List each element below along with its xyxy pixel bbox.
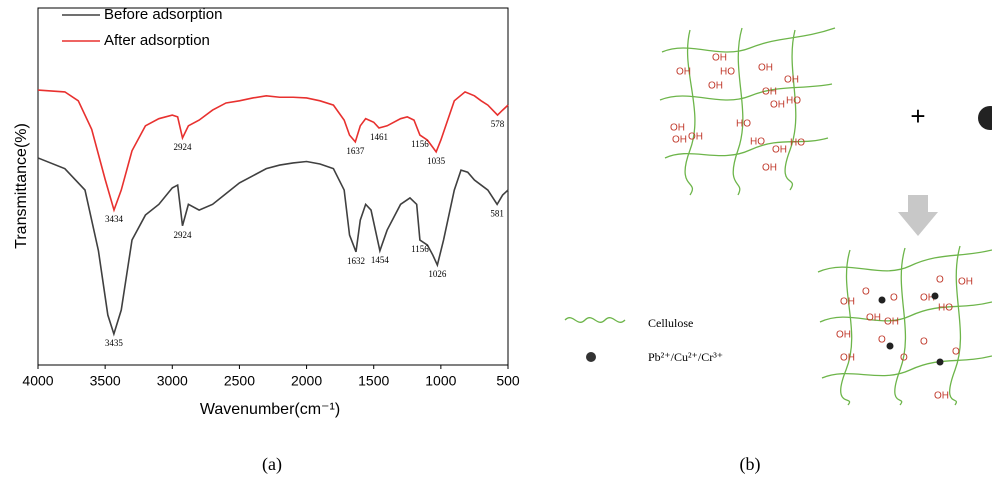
- series-line: [37, 89, 509, 213]
- x-axis-label: Wavenumber(cm⁻¹): [200, 401, 340, 418]
- functional-group: O: [890, 293, 898, 304]
- arrow: [898, 195, 938, 236]
- functional-group: OH: [866, 313, 881, 324]
- functional-group: OH: [836, 330, 851, 341]
- peak-label: 2924: [173, 142, 192, 152]
- peak-label: 578: [491, 119, 505, 129]
- y-axis-label: Transmittance(%): [13, 123, 30, 249]
- functional-group: O: [920, 337, 928, 348]
- functional-group: HO: [786, 96, 801, 107]
- x-tick-label: 2500: [224, 373, 255, 389]
- x-tick-label: 3000: [157, 373, 188, 389]
- functional-group: HO: [750, 137, 765, 148]
- peak-label: 3434: [105, 214, 124, 224]
- metal-ion: [978, 106, 992, 130]
- cellulose-chain: [840, 249, 853, 406]
- functional-group: OH: [712, 53, 727, 64]
- peak-label: 1156: [411, 139, 429, 149]
- cellulose-chain: [819, 301, 992, 323]
- peak-label: 1026: [428, 269, 447, 279]
- cellulose-chain: [659, 83, 833, 101]
- peak-label: 1035: [427, 156, 446, 166]
- functional-group: OH: [762, 87, 777, 98]
- functional-group: OH: [920, 293, 935, 304]
- functional-group: OH: [884, 317, 899, 328]
- functional-group: OH: [772, 145, 787, 156]
- plus: +: [910, 101, 925, 131]
- peak-label: 1156: [411, 244, 429, 254]
- x-tick-label: 3500: [90, 373, 121, 389]
- cellulose-chain: [817, 249, 992, 273]
- panel-label: (b): [740, 454, 761, 475]
- functional-group: OH: [676, 67, 691, 78]
- functional-group: HO: [736, 119, 751, 130]
- bound-ion: [878, 296, 886, 304]
- functional-group: O: [900, 353, 908, 364]
- cellulose-chain: [684, 29, 696, 196]
- diagram: [564, 27, 992, 406]
- panel-label: (a): [262, 454, 282, 475]
- functional-group: OH: [708, 81, 723, 92]
- peak-label: 2924: [173, 230, 192, 240]
- peak-label: 581: [490, 208, 504, 218]
- x-tick-label: 2000: [291, 373, 322, 389]
- functional-group: OH: [934, 391, 949, 402]
- cellulose-chain: [949, 245, 962, 406]
- cellulose-chain: [732, 27, 744, 196]
- functional-group: HO: [720, 67, 735, 78]
- functional-group: OH: [762, 163, 777, 174]
- functional-group: OH: [670, 123, 685, 134]
- legend-label: Pb²⁺/Cu²⁺/Cr³⁺: [648, 350, 723, 364]
- x-tick-label: 1000: [425, 373, 456, 389]
- peak-label: 1461: [370, 132, 388, 142]
- peak-label: 1454: [371, 255, 390, 265]
- cellulose-chain: [894, 247, 907, 406]
- functional-group: OH: [840, 353, 855, 364]
- cellulose-chain: [784, 29, 797, 191]
- functional-group: HO: [790, 138, 805, 149]
- functional-group: OH: [688, 132, 703, 143]
- x-tick-label: 1500: [358, 373, 389, 389]
- legend-cellulose: [564, 317, 626, 323]
- functional-group: O: [936, 275, 944, 286]
- functional-group: OH: [958, 277, 973, 288]
- functional-group: OH: [840, 297, 855, 308]
- peak-label: 3435: [105, 338, 124, 348]
- bound-ion: [886, 342, 894, 350]
- peak-label: 1637: [346, 146, 365, 156]
- functional-group: O: [862, 287, 870, 298]
- plot-frame: [37, 7, 509, 366]
- functional-group: HO: [938, 303, 953, 314]
- peak-label: 1632: [347, 256, 365, 266]
- functional-group: OH: [672, 135, 687, 146]
- x-tick-label: 500: [496, 373, 520, 389]
- series-line: [37, 157, 509, 337]
- bound-ion: [931, 292, 939, 300]
- functional-group: O: [952, 347, 960, 358]
- legend-label: Before adsorption: [104, 6, 222, 23]
- functional-group: OH: [784, 75, 799, 86]
- functional-group: O: [878, 335, 886, 346]
- legend-label: Cellulose: [648, 316, 693, 330]
- legend-label: After adsorption: [104, 32, 210, 49]
- bound-ion: [936, 358, 944, 366]
- functional-group: OH: [770, 100, 785, 111]
- legend-ion: [586, 352, 596, 362]
- cellulose-chain: [821, 355, 992, 379]
- x-tick-label: 4000: [22, 373, 53, 389]
- functional-group: OH: [758, 63, 773, 74]
